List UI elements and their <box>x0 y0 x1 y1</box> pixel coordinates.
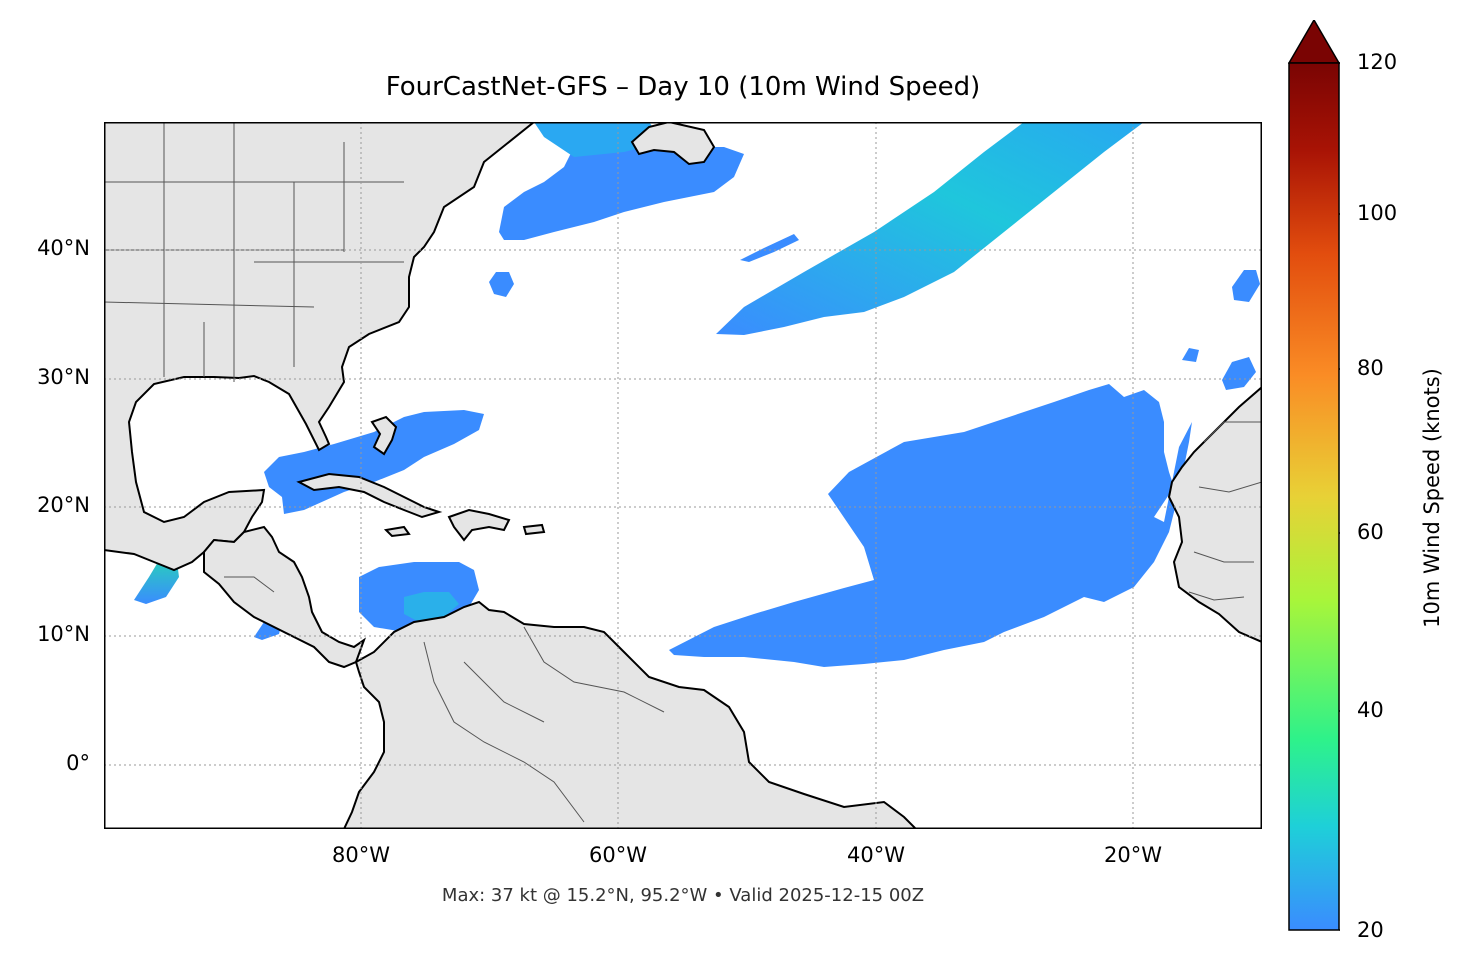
colorbar-extend-arrow <box>1287 18 1341 64</box>
gridlines <box>104 122 1262 829</box>
wind-region-trades <box>669 384 1192 667</box>
newfoundland-land <box>630 122 716 166</box>
lon-tick: 80°W <box>332 843 390 867</box>
wind-region-northeast-top <box>534 122 664 157</box>
lon-tick: 20°W <box>1104 843 1162 867</box>
wind-region-caribbean-core <box>404 592 459 622</box>
puerto-rico-land <box>522 523 546 536</box>
colorbar-tick: 20 <box>1357 918 1384 942</box>
colorbar-tick: 60 <box>1357 520 1384 544</box>
colorbar-gradient <box>1288 62 1340 931</box>
wind-region-northeast <box>499 137 744 240</box>
lat-tick: 30°N <box>37 365 90 389</box>
central-america-land <box>203 525 367 669</box>
wind-region-blob-c <box>1222 357 1256 390</box>
jamaica-land <box>383 525 411 538</box>
wind-region-blob-d <box>1182 348 1199 362</box>
colorbar-label: 10m Wind Speed (knots) <box>1420 368 1444 628</box>
wind-region-blob-b <box>1232 270 1260 302</box>
wind-region-blob-a <box>489 272 514 297</box>
colorbar <box>1287 18 1345 931</box>
south-america-land <box>342 600 918 829</box>
lat-tick: 20°N <box>37 493 90 517</box>
map-caption: Max: 37 kt @ 15.2°N, 95.2°W • Valid 2025… <box>441 885 925 906</box>
wind-region-jet <box>716 122 1144 335</box>
land <box>104 122 1262 829</box>
colorbar-tick: 100 <box>1357 201 1398 225</box>
lon-tick: 40°W <box>847 843 905 867</box>
map-title: FourCastNet-GFS – Day 10 (10m Wind Speed… <box>385 72 981 102</box>
map-panel[interactable] <box>104 122 1262 829</box>
cuba-land <box>296 472 443 519</box>
bahamas-land <box>370 415 398 456</box>
colorbar-tick: 40 <box>1357 698 1384 722</box>
wind-map[interactable] <box>104 122 1262 829</box>
hispaniola-land <box>447 508 511 542</box>
lat-tick: 0° <box>66 751 90 775</box>
map-border <box>104 122 1262 829</box>
wind-region-jet-tail <box>740 234 799 262</box>
lon-tick: 60°W <box>589 843 647 867</box>
colorbar-tick: 80 <box>1357 356 1384 380</box>
lat-tick: 40°N <box>37 236 90 260</box>
colorbar-tick: 120 <box>1357 50 1398 74</box>
lat-tick: 10°N <box>37 622 90 646</box>
